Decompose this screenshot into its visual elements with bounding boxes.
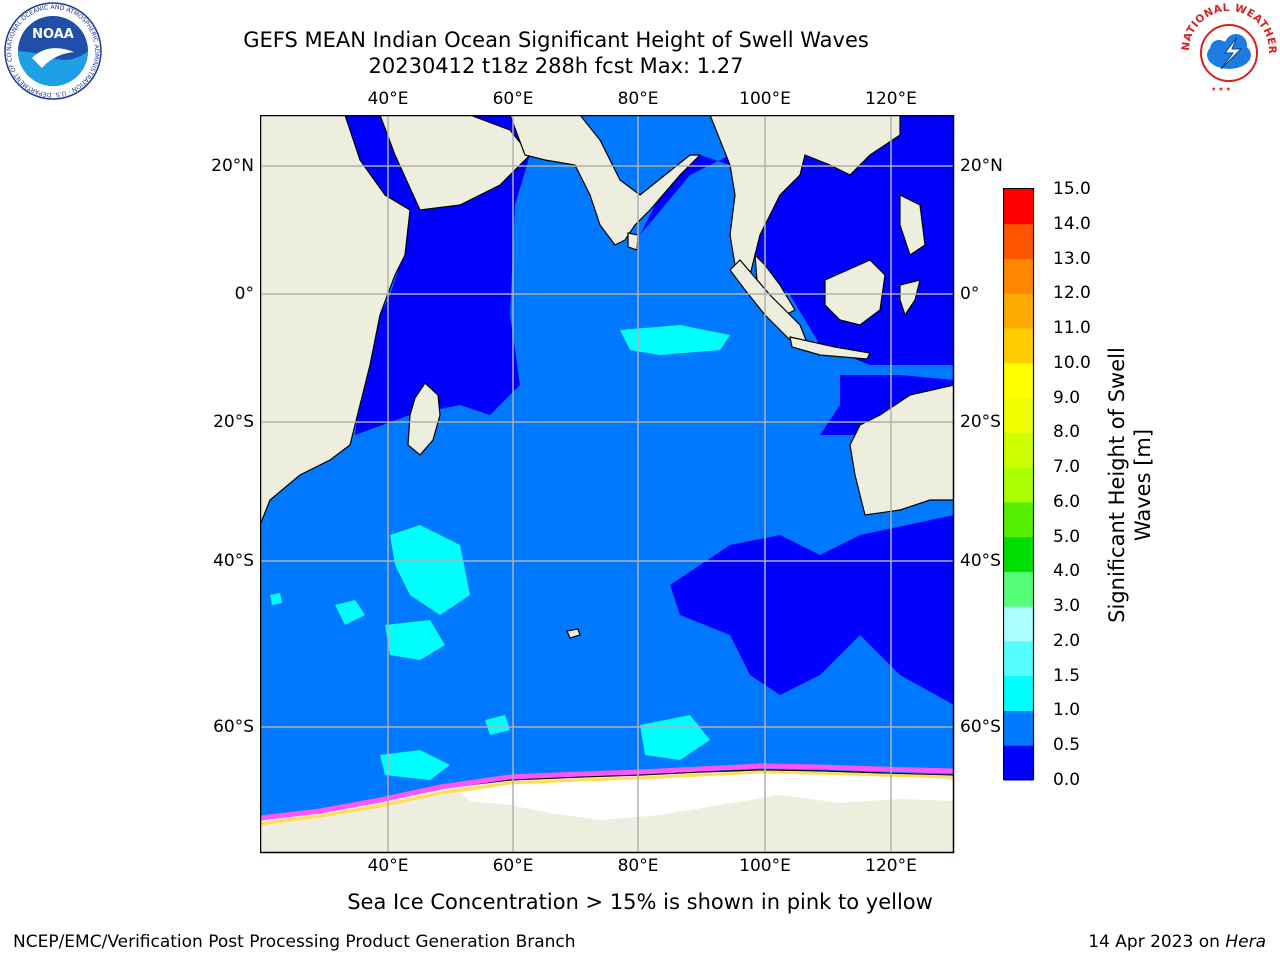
map-title: GEFS MEAN Indian Ocean Significant Heigh… — [243, 28, 869, 52]
colorbar-title: Significant Height of Swell Waves [m] — [1105, 347, 1155, 623]
map-border — [260, 115, 955, 854]
lon-label-top: 40°E — [367, 89, 409, 109]
sea-ice-caption: Sea Ice Concentration > 15% is shown in … — [347, 890, 933, 914]
sea-ice-edge — [260, 763, 954, 821]
colorbar-tick-label: 0.0 — [1053, 770, 1081, 790]
colorbar-tick-label: 11.0 — [1053, 318, 1091, 339]
colorbar-segment — [1004, 606, 1033, 642]
colorbar-tick-label: 13.0 — [1053, 248, 1091, 269]
lon-label-bottom: 120°E — [865, 856, 917, 876]
colorbar — [1003, 188, 1035, 781]
colorbar-tick-label: 1.5 — [1053, 665, 1081, 686]
swell-height-map — [260, 115, 955, 854]
lat-label-right: 60°S — [960, 717, 1001, 737]
colorbar-tick-label: 3.0 — [1053, 596, 1081, 617]
colorbar-segment — [1004, 675, 1033, 711]
map-subtitle: 20230412 t18z 288h fcst Max: 1.27 — [368, 54, 744, 78]
colorbar-segment — [1004, 710, 1033, 746]
colorbar-tick-label: 9.0 — [1053, 387, 1081, 408]
lat-label-left: 60°S — [213, 717, 254, 737]
colorbar-tick-label: 2.0 — [1053, 630, 1081, 651]
colorbar-segment — [1004, 258, 1033, 294]
low-swell-regions — [345, 115, 954, 705]
lat-label-right: 20°S — [960, 412, 1001, 432]
lon-label-bottom: 60°E — [492, 856, 534, 876]
colorbar-tick-label: 12.0 — [1053, 283, 1091, 304]
footer-date: 14 Apr 2023 on Hera — [1088, 932, 1266, 952]
nws-logo: NATIONAL WEATHER SERVICE ★ ★ ★ — [1181, 3, 1277, 98]
colorbar-segment — [1004, 189, 1033, 225]
lon-label-bottom: 100°E — [739, 856, 791, 876]
colorbar-segment — [1004, 223, 1033, 260]
colorbar-segment — [1004, 536, 1033, 572]
lon-label-top: 120°E — [865, 89, 917, 109]
noaa-logo: NATIONAL OCEANIC AND ATMOSPHERIC ADMINIS… — [2, 2, 102, 100]
colorbar-tick-label: 5.0 — [1053, 526, 1081, 547]
svg-text:★ ★ ★: ★ ★ ★ — [1211, 86, 1231, 93]
colorbar-tick-label: 14.0 — [1053, 213, 1091, 234]
lat-label-left: 20°N — [211, 156, 254, 176]
colorbar-tick-label: 8.0 — [1053, 422, 1081, 443]
ice-shelf — [460, 772, 954, 820]
lon-label-top: 100°E — [739, 89, 791, 109]
lon-label-top: 60°E — [492, 89, 534, 109]
lat-label-right: 40°S — [960, 551, 1001, 571]
colorbar-tick-label: 10.0 — [1053, 352, 1091, 373]
colorbar-segment — [1004, 745, 1033, 781]
lon-label-bottom: 40°E — [367, 856, 409, 876]
colorbar-segment — [1004, 328, 1033, 364]
lon-label-top: 80°E — [617, 89, 659, 109]
noaa-logo-text: NOAA — [32, 27, 74, 42]
lat-label-right: 20°N — [960, 156, 1003, 176]
colorbar-tick-label: 1.0 — [1053, 700, 1081, 721]
lon-label-bottom: 80°E — [617, 856, 659, 876]
lat-label-left: 0° — [234, 284, 254, 304]
colorbar-tick-label: 6.0 — [1053, 491, 1081, 512]
colorbar-segment — [1004, 467, 1033, 503]
map-gridlines — [260, 115, 954, 853]
footer-date-text: 14 Apr 2023 on — [1088, 932, 1226, 952]
lat-label-left: 40°S — [213, 551, 254, 571]
colorbar-tick-label: 15.0 — [1053, 179, 1091, 199]
colorbar-segment — [1004, 397, 1033, 433]
colorbar-tick-label: 4.0 — [1053, 561, 1081, 582]
footer-machine: Hera — [1225, 932, 1266, 952]
colorbar-segment — [1004, 501, 1033, 538]
colorbar-segment — [1004, 432, 1033, 468]
footer-credit: NCEP/EMC/Verification Post Processing Pr… — [13, 932, 576, 952]
lat-label-right: 0° — [960, 284, 980, 304]
sea-ice-inner — [260, 770, 954, 826]
colorbar-segment — [1004, 293, 1033, 329]
colorbar-segment — [1004, 362, 1033, 399]
colorbar-segment — [1004, 571, 1033, 607]
lat-label-left: 20°S — [213, 412, 254, 432]
colorbar-tick-label: 0.5 — [1053, 735, 1081, 756]
colorbar-tick-label: 7.0 — [1053, 457, 1081, 478]
colorbar-segment — [1004, 640, 1033, 677]
